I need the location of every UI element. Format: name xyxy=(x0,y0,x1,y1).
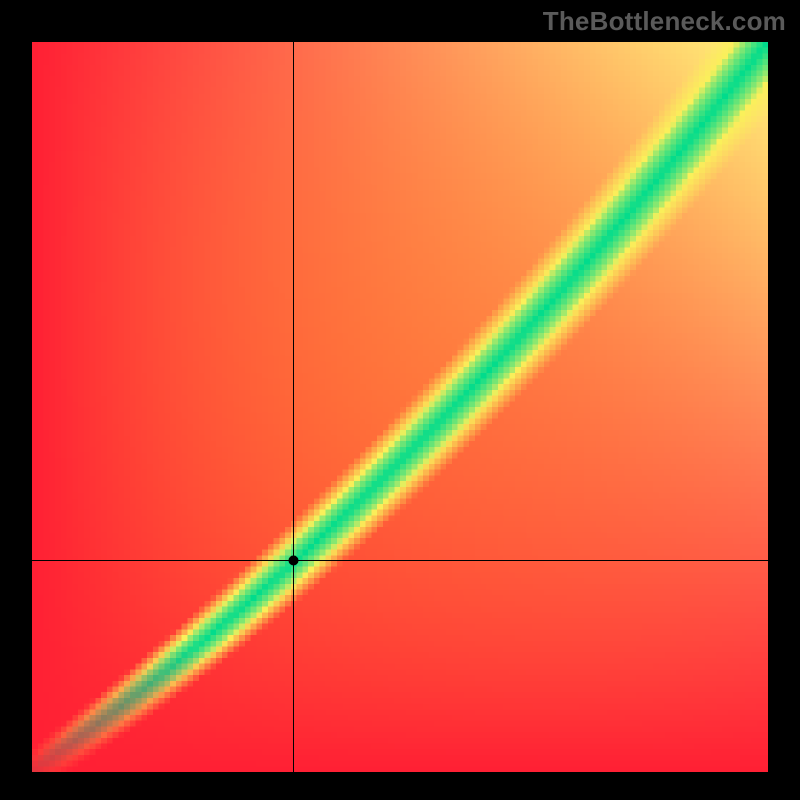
chart-frame: TheBottleneck.com xyxy=(0,0,800,800)
overlay-canvas xyxy=(32,42,768,772)
watermark-text: TheBottleneck.com xyxy=(543,6,786,37)
